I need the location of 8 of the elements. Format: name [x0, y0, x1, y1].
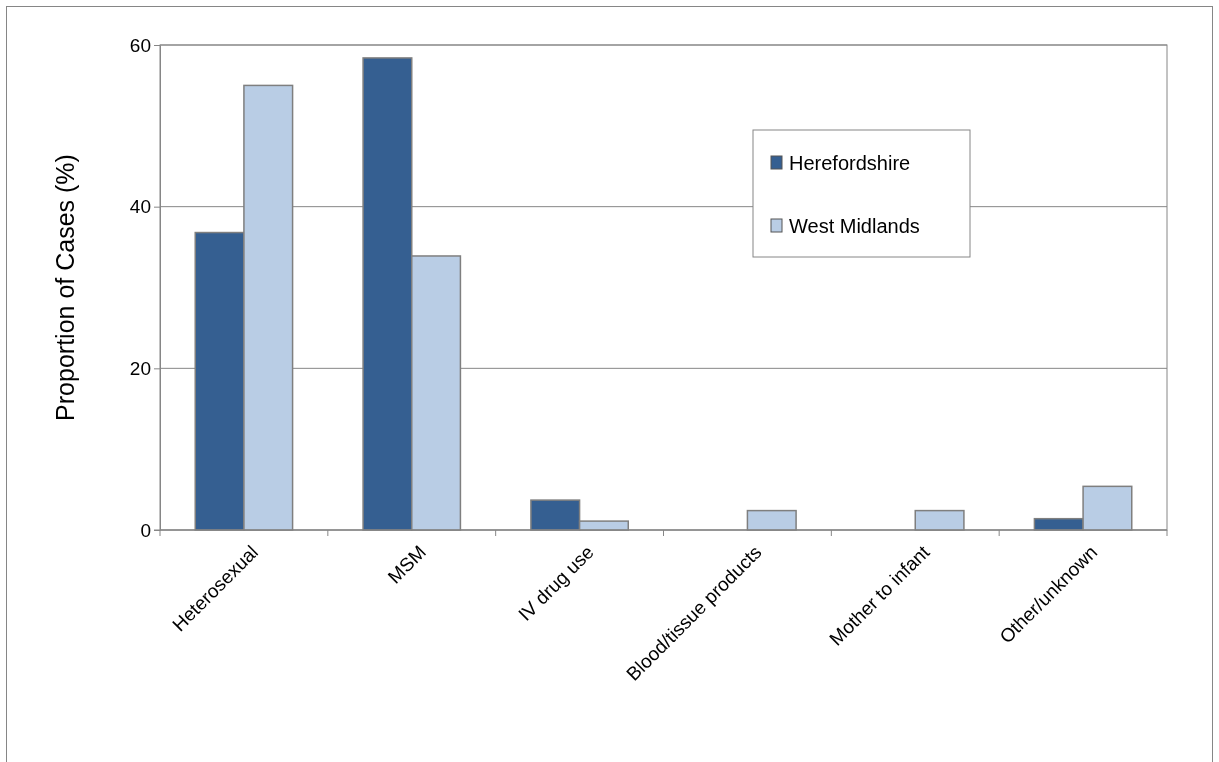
- x-tick-label: IV drug use: [514, 541, 598, 625]
- legend-label: West Midlands: [789, 215, 920, 237]
- y-tick-label: 0: [140, 519, 151, 541]
- y-axis-title: Proportion of Cases (%): [51, 154, 79, 421]
- legend-label: Herefordshire: [789, 152, 911, 174]
- y-tick-label: 40: [129, 196, 151, 218]
- y-tick-label: 20: [129, 357, 151, 379]
- y-tick-label: 60: [129, 34, 151, 56]
